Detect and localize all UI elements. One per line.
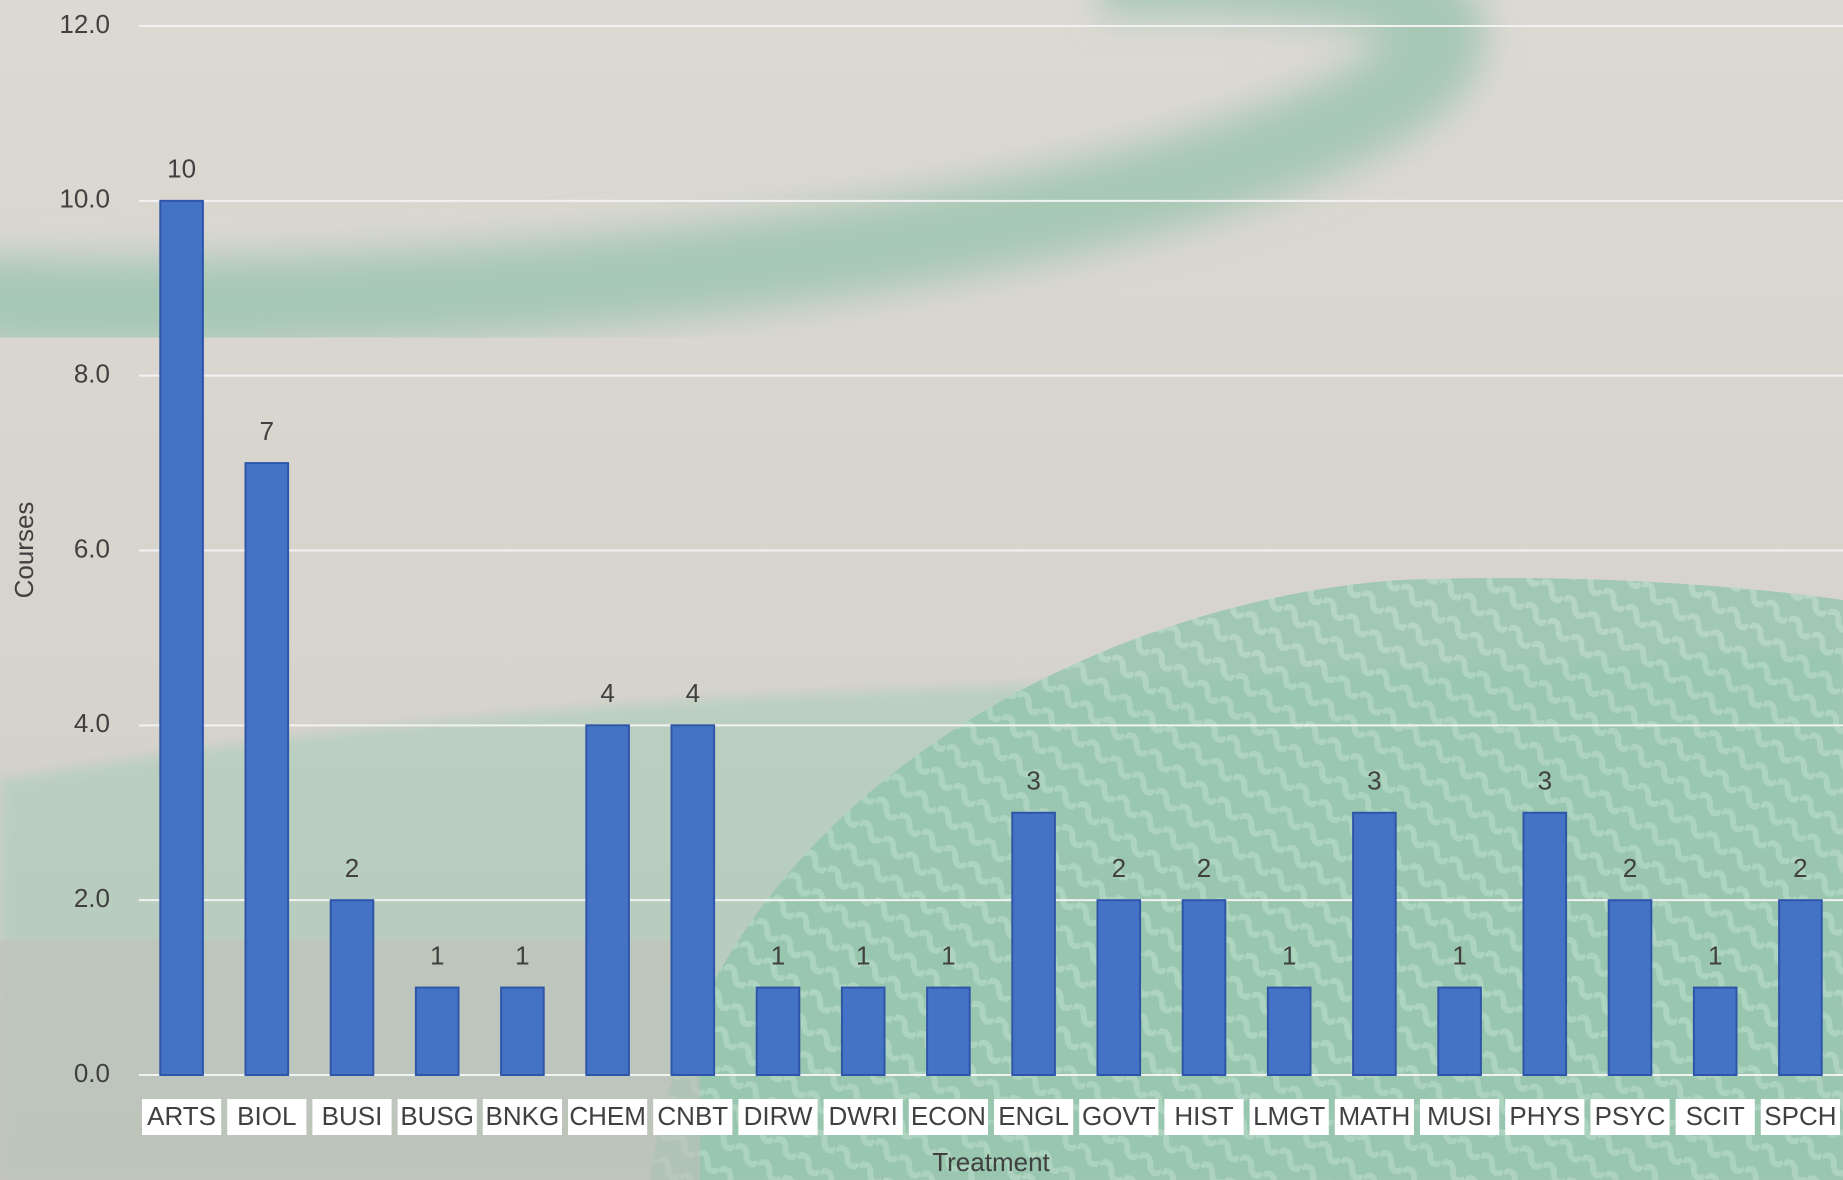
- bar: [1266, 986, 1312, 1076]
- bar: [414, 986, 460, 1076]
- y-tick-label: 10.0: [59, 184, 110, 214]
- x-tick-label: SPCH: [1764, 1101, 1836, 1131]
- x-tick-label-box: [1079, 1099, 1159, 1135]
- bar: [840, 986, 886, 1076]
- data-label: 1: [771, 940, 785, 970]
- x-tick-label: CNBT: [657, 1101, 728, 1131]
- x-tick-label-box: [1334, 1099, 1414, 1135]
- bar: [1692, 986, 1738, 1076]
- x-axis-title: Treatment: [932, 1147, 1050, 1177]
- x-tick-label: DWRI: [829, 1101, 898, 1131]
- data-label: 1: [941, 940, 955, 970]
- y-tick-label: 4.0: [74, 708, 110, 738]
- x-tick-label: CHEM: [569, 1101, 646, 1131]
- x-tick-label-box: [738, 1099, 818, 1135]
- bar: [755, 986, 801, 1076]
- x-tick-label-box: [653, 1099, 733, 1135]
- x-tick-label: DIRW: [744, 1101, 813, 1131]
- x-tick-label-box: [1420, 1099, 1500, 1135]
- x-tick-label-box: [312, 1099, 392, 1135]
- x-tick-label: BNKG: [486, 1101, 560, 1131]
- x-tick-label: MUSI: [1427, 1101, 1492, 1131]
- data-label: 2: [345, 853, 359, 883]
- bar: [1778, 899, 1823, 1077]
- data-label: 10: [167, 154, 196, 184]
- x-tick-label-box: [1590, 1099, 1670, 1135]
- data-label: 1: [1282, 940, 1296, 970]
- y-tick-label: 0.0: [74, 1058, 110, 1088]
- data-label: 2: [1793, 853, 1807, 883]
- data-label: 1: [1708, 940, 1722, 970]
- bar: [1011, 811, 1056, 1076]
- bar: [1352, 811, 1397, 1076]
- x-tick-label-box: [1675, 1099, 1755, 1135]
- x-tick-label-box: [397, 1099, 477, 1135]
- data-label: 7: [260, 416, 274, 446]
- data-label: 4: [600, 678, 614, 708]
- data-label: 3: [1367, 766, 1381, 796]
- bar: [159, 199, 204, 1077]
- data-label: 3: [1026, 766, 1040, 796]
- x-tick-label-box: [142, 1099, 222, 1135]
- data-label: 1: [515, 940, 529, 970]
- x-tick-label-box: [568, 1099, 648, 1135]
- x-tick-label-box: [994, 1099, 1074, 1135]
- bar: [670, 724, 716, 1076]
- data-label: 2: [1623, 853, 1637, 883]
- bar: [329, 899, 375, 1077]
- x-tick-label: PSYC: [1595, 1101, 1666, 1131]
- data-label: 1: [1452, 940, 1466, 970]
- y-tick-label: 12.0: [59, 9, 110, 39]
- y-tick-label: 2.0: [74, 883, 110, 913]
- bar: [1607, 899, 1653, 1077]
- bar: [244, 462, 290, 1077]
- bar: [500, 986, 545, 1076]
- y-axis-title: Courses: [9, 502, 39, 599]
- bar: [926, 986, 971, 1076]
- data-label: 2: [1197, 853, 1211, 883]
- x-tick-label: HIST: [1174, 1101, 1233, 1131]
- x-tick-label-box: [1249, 1099, 1329, 1135]
- bar: [1522, 811, 1568, 1076]
- x-tick-label: ECON: [911, 1101, 986, 1131]
- x-tick-label: BUSG: [400, 1101, 474, 1131]
- x-tick-label-box: [908, 1099, 988, 1135]
- x-tick-label: BUSI: [322, 1101, 383, 1131]
- x-tick-label-box: [823, 1099, 903, 1135]
- data-label: 1: [856, 940, 870, 970]
- x-tick-label: ARTS: [147, 1101, 216, 1131]
- data-label: 4: [686, 678, 700, 708]
- y-tick-label: 6.0: [74, 533, 110, 563]
- x-tick-label: SCIT: [1686, 1101, 1745, 1131]
- bar: [1181, 899, 1227, 1077]
- x-tick-label: GOVT: [1082, 1101, 1156, 1131]
- x-tick-label-box: [1760, 1099, 1840, 1135]
- x-tick-label: ENGL: [998, 1101, 1069, 1131]
- x-tick-label: LMGT: [1253, 1101, 1325, 1131]
- data-label: 2: [1112, 853, 1126, 883]
- bar: [585, 724, 630, 1076]
- x-tick-label: PHYS: [1509, 1101, 1580, 1131]
- bar: [1096, 899, 1142, 1077]
- x-tick-label: BIOL: [237, 1101, 296, 1131]
- x-tick-label-box: [1505, 1099, 1585, 1135]
- x-tick-label: MATH: [1339, 1101, 1411, 1131]
- x-tick-label-box: [482, 1099, 562, 1135]
- x-tick-label-box: [1164, 1099, 1244, 1135]
- data-label: 1: [430, 940, 444, 970]
- y-tick-label: 8.0: [74, 359, 110, 389]
- x-tick-label-box: [227, 1099, 307, 1135]
- data-label: 3: [1538, 766, 1552, 796]
- bar: [1437, 986, 1482, 1076]
